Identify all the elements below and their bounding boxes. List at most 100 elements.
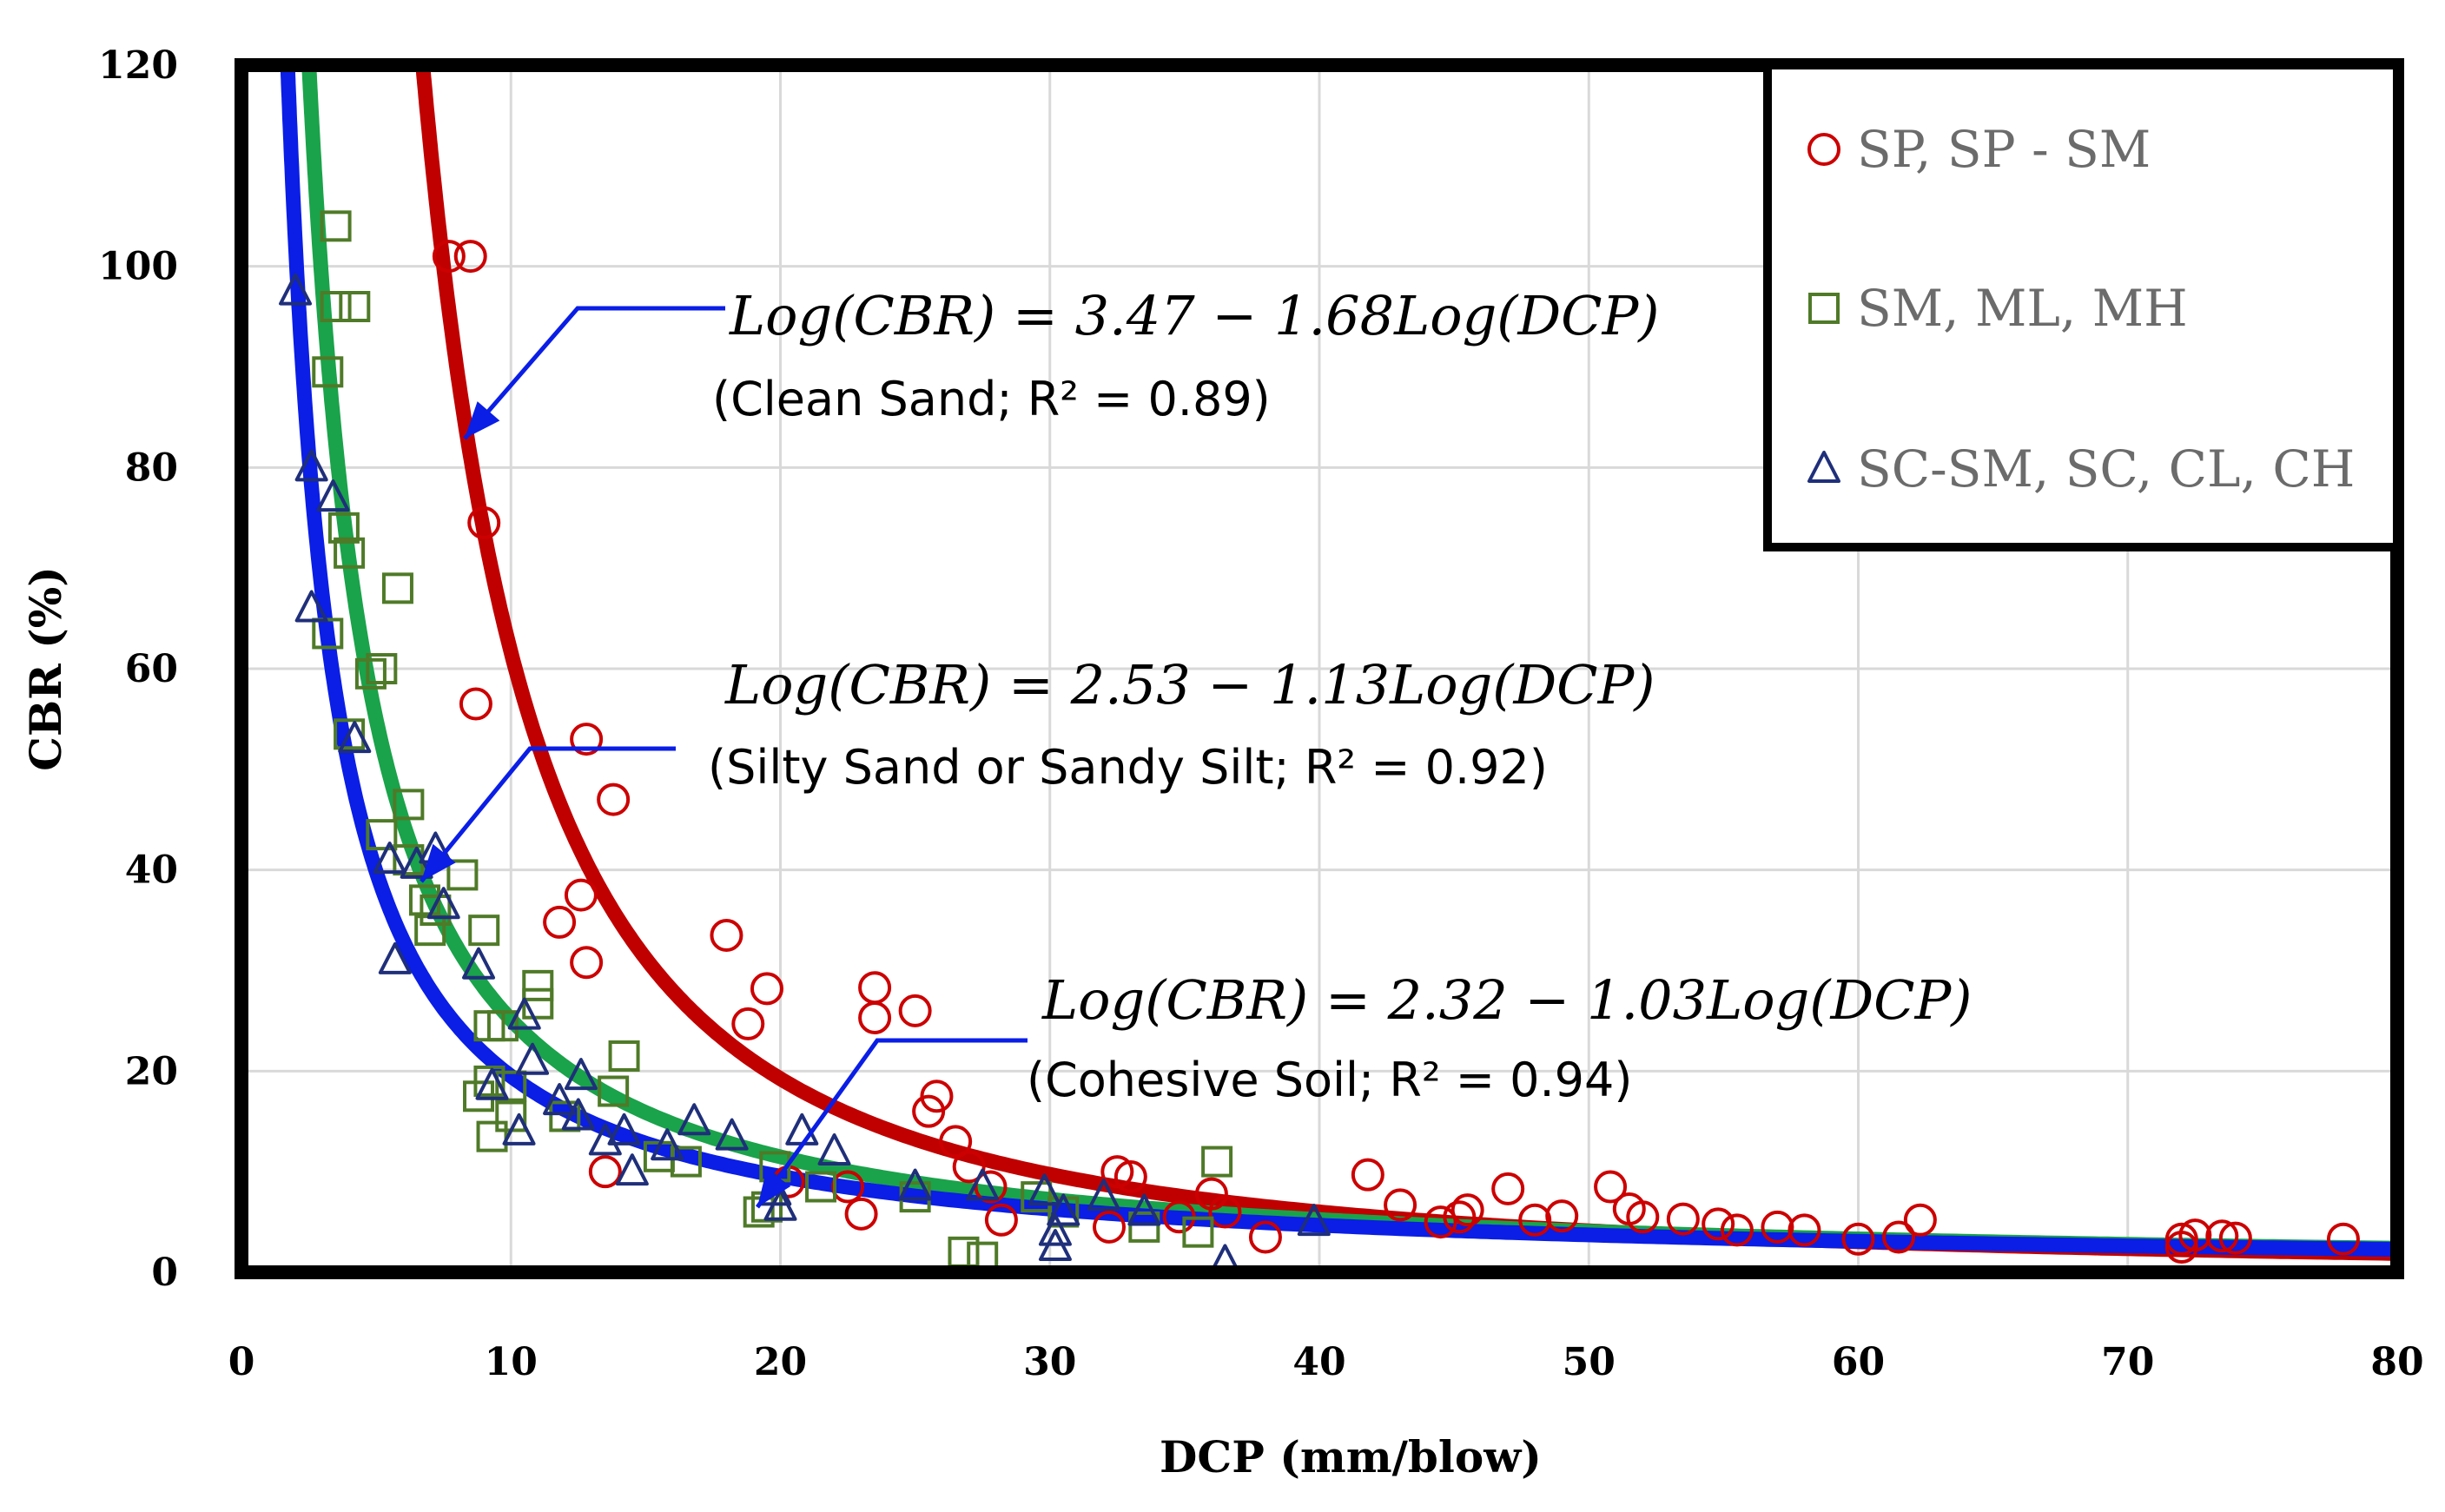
- x-tick-labels: 0 10 20 30 40 50 60 70 80: [228, 1340, 2424, 1384]
- data-point-s0-12: [731, 1007, 765, 1040]
- data-point-s2-32: [1038, 1213, 1072, 1246]
- data-point-s0-50: [1903, 1203, 1937, 1237]
- data-point-s0-49: [1882, 1220, 1916, 1254]
- x-axis-title: DCP (mm/blow): [1160, 1431, 1542, 1482]
- legend-label-1: SM, ML, MH: [1857, 279, 2188, 338]
- data-point-s2-13: [516, 1042, 550, 1075]
- data-point-s1-8: [366, 653, 398, 684]
- data-point-s0-44: [1702, 1207, 1735, 1241]
- x-tick-label-2: 20: [754, 1340, 807, 1384]
- data-point-s1-24: [463, 1080, 495, 1113]
- data-point-s2-19: [607, 1113, 641, 1146]
- data-point-s2-16: [502, 1113, 536, 1146]
- legend-label-0: SP, SP - SM: [1857, 120, 2151, 179]
- fit-equation-0: Log(CBR) = 3.47 − 1.68Log(DCP): [729, 284, 1660, 347]
- data-point-s0-35: [1443, 1200, 1477, 1234]
- data-point-s1-3: [312, 356, 344, 388]
- data-point-s2-11: [507, 997, 541, 1030]
- data-point-s2-31: [1047, 1193, 1080, 1226]
- data-point-s1-44: [1201, 1146, 1233, 1178]
- data-point-s0-5: [597, 782, 631, 816]
- data-point-s0-3: [459, 687, 492, 721]
- data-point-s2-2: [316, 479, 350, 512]
- fit-note-0: (Clean Sand; R² = 0.89): [712, 372, 1271, 426]
- data-point-s2-23: [715, 1118, 749, 1151]
- data-point-s0-0: [432, 240, 466, 274]
- data-point-s0-40: [1594, 1170, 1628, 1204]
- data-point-s2-34: [1087, 1179, 1120, 1212]
- y-tick-label-3: 60: [125, 647, 178, 691]
- data-point-s0-2: [467, 506, 501, 540]
- data-points: [279, 210, 2360, 1277]
- legend-marker-2: [1807, 451, 1840, 483]
- data-point-s0-7: [543, 905, 577, 939]
- data-point-s2-25: [817, 1133, 851, 1165]
- data-point-s1-9: [354, 657, 387, 690]
- annotation-arrow-head-0: [465, 401, 500, 439]
- legend-marker-0: [1807, 133, 1840, 166]
- data-point-s1-36: [805, 1171, 837, 1203]
- data-point-s2-3: [294, 590, 328, 623]
- data-point-s2-12: [475, 1067, 509, 1100]
- fit-curve-2: [280, 57, 2398, 1257]
- data-point-s1-18: [420, 895, 452, 926]
- data-point-s2-1: [294, 449, 328, 482]
- data-point-s1-35: [743, 1196, 775, 1228]
- y-axis-title: CBR (%): [20, 566, 71, 771]
- y-tick-label-6: 120: [98, 43, 178, 88]
- plot-frame: [235, 58, 2404, 1279]
- data-point-s0-32: [1351, 1158, 1384, 1192]
- data-point-s0-36: [1450, 1193, 1484, 1227]
- data-point-s1-43: [1182, 1216, 1214, 1248]
- y-tick-label-5: 100: [98, 245, 178, 289]
- data-point-s2-30: [1028, 1173, 1061, 1206]
- legend-label-2: SC-SM, SC, CL, CH: [1857, 439, 2355, 498]
- data-point-s1-0: [320, 210, 352, 242]
- data-point-s2-10: [462, 947, 496, 980]
- data-point-s2-17: [561, 1098, 595, 1131]
- data-point-s1-22: [486, 1010, 519, 1042]
- data-point-s0-33: [1384, 1188, 1417, 1222]
- annotation-arrow-line-1: [420, 746, 676, 883]
- fit-note-2: (Cohesive Soil; R² = 0.94): [1027, 1053, 1632, 1107]
- y-tick-label-2: 40: [125, 848, 178, 893]
- data-point-s0-22: [952, 1150, 986, 1184]
- data-point-s0-27: [1113, 1159, 1147, 1193]
- data-point-s0-1: [453, 240, 487, 274]
- x-tick-label-5: 50: [1563, 1340, 1616, 1384]
- data-point-s0-51: [2164, 1222, 2198, 1256]
- x-tick-label-6: 60: [1832, 1340, 1885, 1384]
- fit-equation-1: Log(CBR) = 2.53 − 1.13Log(DCP): [724, 653, 1655, 716]
- data-point-s1-27: [476, 1120, 508, 1152]
- data-point-s0-17: [858, 1000, 892, 1034]
- data-point-s0-42: [1626, 1200, 1660, 1234]
- y-tick-label-0: 0: [151, 1251, 178, 1295]
- data-point-s0-16: [858, 971, 892, 1005]
- y-tick-label-1: 20: [125, 1049, 178, 1093]
- data-point-s0-6: [564, 878, 598, 912]
- data-point-s0-31: [1248, 1220, 1282, 1254]
- data-point-s0-43: [1666, 1202, 1700, 1236]
- data-point-s0-54: [2205, 1219, 2239, 1253]
- annotation-arrow-head-1: [421, 843, 456, 881]
- data-point-s0-11: [750, 972, 783, 1006]
- data-point-s1-4: [327, 512, 360, 544]
- data-point-s0-45: [1720, 1213, 1754, 1247]
- data-point-s2-21: [651, 1128, 684, 1161]
- data-point-s0-37: [1491, 1172, 1525, 1205]
- legend-marker-1: [1808, 293, 1840, 324]
- data-point-s1-42: [1128, 1211, 1160, 1243]
- data-point-s2-9: [378, 941, 412, 974]
- fit-annotations: Log(CBR) = 3.47 − 1.68Log(DCP) (Clean San…: [420, 284, 1973, 1209]
- data-point-s0-55: [2218, 1221, 2252, 1255]
- annotation-arrow-head-2: [757, 1168, 791, 1207]
- data-point-s0-48: [1841, 1222, 1875, 1256]
- data-point-s2-5: [373, 842, 406, 875]
- data-point-s2-29: [966, 1168, 1000, 1201]
- data-point-s1-29: [598, 1075, 630, 1107]
- data-point-s2-15: [564, 1058, 598, 1091]
- data-point-s2-35: [1127, 1193, 1161, 1226]
- data-point-s1-7: [381, 572, 413, 604]
- data-point-s0-9: [588, 1155, 622, 1189]
